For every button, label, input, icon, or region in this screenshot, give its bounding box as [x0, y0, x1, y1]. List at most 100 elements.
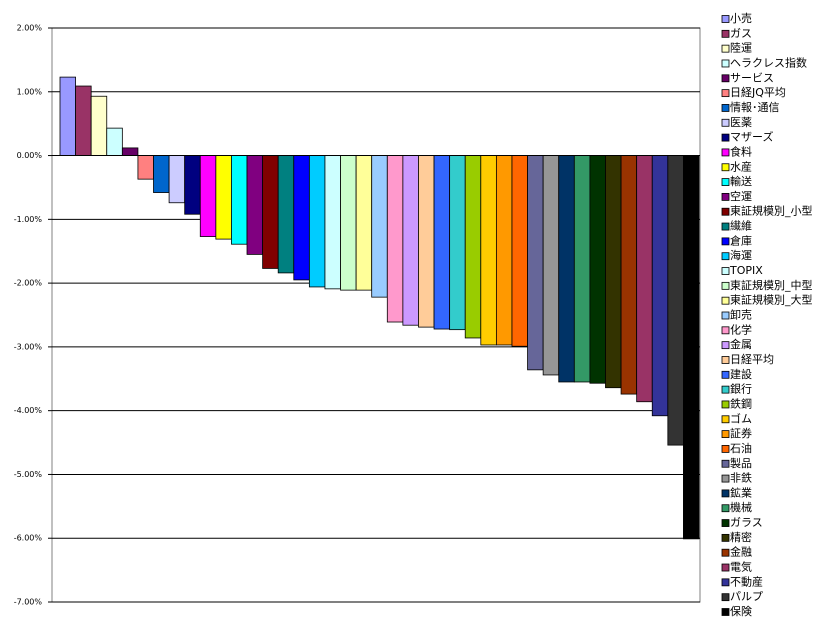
legend-label: 東証規模別_小型: [730, 204, 813, 218]
legend-swatch: [721, 296, 730, 305]
legend-label: 非鉄: [730, 471, 752, 485]
y-tick-label: -4.00%: [14, 406, 43, 415]
legend-swatch: [721, 459, 730, 468]
bar: [542, 155, 560, 376]
bar: [418, 155, 435, 328]
legend-swatch: [721, 207, 730, 216]
legend-swatch: [721, 400, 730, 409]
bar: [199, 155, 217, 237]
legend-label: 製品: [730, 456, 752, 470]
bar: [324, 155, 341, 290]
y-tick-label: -2.00%: [14, 279, 43, 288]
legend-swatch: [721, 356, 730, 364]
bar: [355, 155, 373, 291]
bar: [168, 155, 186, 204]
legend-label: 機械: [730, 500, 752, 514]
bar: [59, 76, 76, 156]
bar: [262, 155, 279, 269]
bar: [386, 155, 404, 323]
legend-label: 銀行: [730, 382, 752, 396]
legend-label: 金属: [730, 337, 752, 351]
bar: [90, 95, 108, 156]
legend-swatch: [721, 148, 730, 157]
legend-label: 食料: [730, 144, 752, 158]
bar: [293, 155, 310, 281]
legend-swatch: [721, 267, 730, 275]
y-tick-label: 2.00%: [17, 24, 43, 33]
legend-swatch: [721, 519, 730, 527]
legend-label: ゴム: [730, 411, 752, 425]
bar: [480, 155, 497, 346]
legend-label: 医薬: [730, 116, 752, 129]
legend-swatch: [721, 29, 730, 38]
legend-swatch: [721, 89, 730, 98]
legend-label: 金融: [730, 545, 752, 559]
legend-swatch: [721, 430, 730, 439]
bar: [620, 155, 638, 395]
legend-label: ヘラクレス指数: [730, 55, 807, 69]
bar: [605, 155, 622, 389]
legend-label: 証券: [730, 426, 752, 440]
y-tick-label: -1.00%: [14, 215, 43, 224]
legend-label: 精密: [730, 530, 752, 544]
legend-swatch: [721, 118, 730, 127]
y-tick-label: -6.00%: [14, 534, 43, 543]
legend-label: 繊維: [730, 220, 752, 233]
legend-label: 輸送: [730, 174, 752, 188]
y-tick-label: 0.00%: [17, 151, 43, 160]
bar: [589, 155, 606, 384]
legend-label: ガラス: [730, 516, 763, 529]
legend-swatch: [721, 15, 730, 23]
legend-swatch: [721, 608, 730, 616]
legend-swatch: [721, 237, 730, 246]
bar: [246, 155, 264, 255]
bar: [121, 147, 139, 156]
bar: [558, 155, 575, 383]
legend-label: 小売: [730, 12, 752, 25]
legend-label: TOPIX: [729, 264, 763, 277]
legend-swatch: [721, 548, 730, 557]
legend-label: 化学: [730, 322, 752, 336]
legend-swatch: [721, 59, 730, 68]
legend-label: 日経JQ平均: [730, 86, 786, 99]
bar: [402, 155, 419, 326]
bar: [464, 155, 482, 339]
legend-swatch: [721, 192, 730, 201]
legend-label: 海運: [730, 248, 752, 262]
bar: [495, 155, 513, 346]
bar: [231, 155, 248, 245]
bar: [683, 155, 700, 540]
legend-label: 水産: [730, 160, 752, 173]
bar: [340, 155, 357, 291]
legend-swatch: [721, 489, 730, 498]
legend-label: 鉄鋼: [730, 396, 752, 410]
bar: [308, 155, 326, 288]
legend-swatch: [721, 44, 730, 53]
legend-swatch: [721, 281, 730, 290]
bar: [433, 155, 451, 330]
bar: [277, 155, 295, 274]
legend-swatch: [721, 104, 730, 112]
bar: [667, 155, 684, 446]
legend-label: 不動産: [730, 574, 763, 588]
legend-swatch: [721, 370, 730, 379]
legend-label: サービス: [730, 71, 774, 84]
bar: [184, 155, 201, 215]
y-tick-label: 1.00%: [17, 87, 43, 96]
legend-label: 情報･通信: [730, 101, 780, 114]
legend-swatch: [721, 504, 730, 513]
bar: [636, 155, 653, 403]
legend-label: 保険: [730, 604, 752, 618]
bar: [651, 155, 669, 417]
legend-swatch: [721, 252, 730, 261]
y-tick-label: -3.00%: [14, 342, 43, 351]
legend-swatch: [721, 341, 730, 350]
legend-label: マザーズ: [730, 130, 773, 144]
legend-swatch: [721, 593, 730, 602]
bar: [371, 155, 388, 298]
y-tick-label: -5.00%: [14, 470, 43, 479]
legend-label: 倉庫: [730, 233, 752, 247]
legend-label: パルプ: [730, 590, 763, 603]
bar: [106, 127, 123, 156]
